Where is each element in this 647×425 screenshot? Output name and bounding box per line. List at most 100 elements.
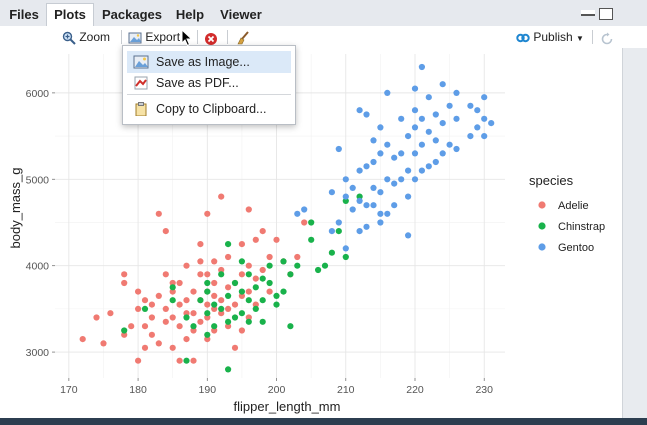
data-point-gentoo (411, 150, 419, 157)
data-point-gentoo (418, 63, 425, 71)
data-point-gentoo (425, 128, 432, 135)
data-point-gentoo (384, 89, 391, 96)
data-point-chinstrap (231, 279, 239, 287)
zoom-button[interactable]: Zoom (62, 28, 110, 46)
data-point-chinstrap (294, 262, 301, 269)
data-point-adelie (225, 253, 232, 261)
data-point-gentoo (405, 193, 412, 200)
data-point-chinstrap (204, 310, 211, 317)
data-point-chinstrap (238, 258, 245, 265)
data-point-gentoo (481, 115, 488, 122)
data-point-gentoo (294, 210, 301, 217)
data-point-gentoo (446, 141, 453, 148)
data-point-adelie (294, 253, 301, 261)
data-point-adelie (245, 262, 252, 269)
data-point-adelie (148, 314, 155, 321)
data-point-adelie (176, 357, 183, 364)
delete-plot-button[interactable] (204, 29, 218, 47)
clipboard-icon (135, 102, 147, 116)
data-point-adelie (211, 292, 218, 299)
data-point-gentoo (328, 228, 335, 235)
data-point-adelie (190, 288, 197, 295)
data-point-adelie (162, 305, 169, 312)
data-point-adelie (169, 314, 176, 321)
publish-button[interactable]: Publish ▼ (516, 28, 584, 46)
refresh-button[interactable] (600, 29, 614, 47)
chevron-down-icon: ▼ (576, 34, 584, 43)
data-point-chinstrap (280, 288, 287, 295)
data-point-chinstrap (183, 314, 190, 321)
data-point-adelie (238, 292, 245, 299)
clear-all-button[interactable] (236, 28, 250, 46)
export-label: Export (145, 30, 181, 44)
menu-item-save-as-image[interactable]: Save as Image... (127, 51, 291, 73)
data-point-adelie (218, 193, 225, 200)
minimize-icon[interactable] (581, 10, 595, 16)
data-point-chinstrap (225, 292, 232, 299)
x-tick-label: 180 (129, 384, 147, 396)
data-point-gentoo (377, 150, 384, 157)
maximize-icon[interactable] (599, 8, 613, 20)
x-tick-label: 210 (337, 384, 355, 396)
data-point-gentoo (342, 176, 349, 183)
data-point-gentoo (363, 202, 370, 209)
data-point-adelie (155, 210, 162, 217)
tab-packages[interactable]: Packages (102, 7, 162, 22)
legend-label-adelie: Adelie (558, 200, 589, 212)
data-point-chinstrap (211, 301, 218, 308)
data-point-chinstrap (342, 253, 349, 261)
data-point-chinstrap (204, 331, 211, 338)
tab-files[interactable]: Files (9, 7, 39, 22)
export-icon (128, 32, 142, 44)
data-point-gentoo (377, 219, 384, 226)
data-point-gentoo (335, 219, 342, 226)
data-point-gentoo (335, 145, 342, 153)
plot-viewer: 170 180 190 200 210 220 230 3000 4000 5000 6000 fl… (0, 48, 622, 420)
data-point-chinstrap (259, 275, 266, 282)
legend-title: species (529, 173, 574, 188)
menu-item-label: Copy to Clipboard... (156, 102, 267, 116)
tab-plots[interactable]: Plots (46, 3, 94, 27)
x-axis-title: flipper_length_mm (234, 399, 341, 414)
data-point-chinstrap (308, 219, 315, 226)
data-point-adelie (183, 336, 190, 343)
data-point-gentoo (467, 102, 474, 109)
data-point-gentoo (356, 167, 363, 174)
menu-item-copy-to-clipboard[interactable]: Copy to Clipboard... (127, 98, 291, 120)
data-point-chinstrap (356, 193, 363, 200)
tab-viewer[interactable]: Viewer (220, 7, 262, 22)
data-point-adelie (211, 258, 218, 265)
data-point-gentoo (411, 107, 419, 114)
data-point-adelie (218, 310, 225, 317)
data-point-adelie (128, 323, 135, 330)
data-point-chinstrap (245, 297, 252, 304)
menu-separator (127, 94, 291, 95)
data-point-adelie (183, 297, 190, 304)
data-point-adelie (155, 340, 162, 347)
data-point-chinstrap (266, 279, 273, 287)
data-point-gentoo (363, 223, 370, 230)
data-point-gentoo (418, 167, 425, 174)
pane-scrollbar[interactable] (622, 48, 647, 425)
data-point-gentoo (356, 197, 363, 204)
data-point-gentoo (453, 115, 460, 122)
data-point-adelie (225, 305, 232, 312)
data-point-gentoo (446, 102, 453, 109)
toolbar-separator (227, 30, 228, 44)
data-point-adelie (204, 210, 211, 217)
data-point-chinstrap (273, 292, 280, 299)
menu-item-save-as-pdf[interactable]: Save as PDF... (127, 72, 291, 94)
data-point-gentoo (474, 124, 481, 131)
data-point-adelie (245, 288, 252, 295)
data-point-gentoo (301, 206, 308, 213)
data-point-chinstrap (315, 266, 322, 274)
data-point-adelie (197, 241, 204, 248)
zoom-label: Zoom (79, 30, 111, 44)
tab-help[interactable]: Help (175, 7, 205, 22)
data-point-adelie (225, 284, 232, 291)
data-point-adelie (93, 314, 100, 321)
data-point-chinstrap (225, 366, 232, 373)
mouse-cursor-icon (181, 29, 193, 47)
data-point-gentoo (370, 137, 377, 144)
data-point-chinstrap (190, 323, 197, 330)
